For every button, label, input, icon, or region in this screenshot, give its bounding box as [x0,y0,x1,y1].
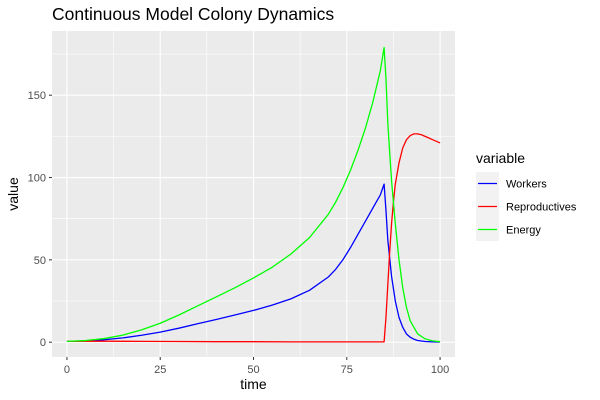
y-tick-label: 50 [34,255,46,267]
legend-item-reproductives: Reproductives [476,195,577,218]
legend-items: Workers Reproductives Energy [476,172,577,241]
legend-label-reproductives: Reproductives [506,202,577,214]
x-tick-labels: 0 25 50 75 100 [64,364,449,376]
y-tick-label: 0 [40,337,46,349]
legend-label-workers: Workers [506,179,547,191]
series-line-energy [66,46,441,343]
legend: variable Workers Reproductives Energy [476,150,577,241]
y-tick-labels: 0 50 100 150 [28,90,46,349]
series-line-workers [66,183,441,343]
chart-title: Continuous Model Colony Dynamics [52,4,335,24]
y-tick-label: 100 [28,173,46,185]
x-axis-title: time [240,376,267,392]
x-tick-label: 100 [431,364,449,376]
series-lines [66,46,441,343]
y-axis-title: value [5,177,21,211]
x-tick-label: 50 [247,364,259,376]
x-tick-label: 75 [341,364,353,376]
y-tick-label: 150 [28,90,46,102]
legend-title: variable [476,150,525,166]
legend-item-energy: Energy [476,218,541,241]
legend-item-workers: Workers [476,172,547,195]
x-tick-label: 25 [154,364,166,376]
series-line-reproductives [66,133,441,343]
legend-label-energy: Energy [506,225,541,237]
x-tick-label: 0 [64,364,70,376]
axis-ticks [49,94,441,360]
